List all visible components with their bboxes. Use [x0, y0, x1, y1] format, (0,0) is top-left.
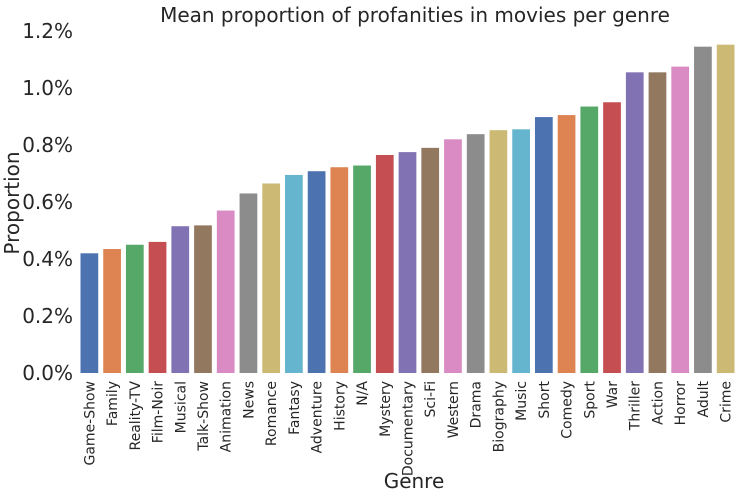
x-tick-label: Biography: [491, 381, 507, 452]
bar: [262, 183, 281, 373]
x-tick-label: Mystery: [378, 381, 394, 437]
y-tick-label: 0.2%: [22, 304, 73, 328]
bar: [353, 165, 371, 373]
y-tick-label: 0.0%: [22, 361, 73, 385]
bar: [194, 225, 212, 373]
x-tick-label: N/A: [355, 381, 371, 406]
y-tick-label: 0.4%: [22, 247, 73, 271]
bar: [603, 102, 621, 373]
x-tick-label: Crime: [719, 381, 735, 423]
x-tick-label: Horror: [673, 381, 689, 426]
y-tick-label: 1.2%: [22, 19, 73, 43]
x-tick-label: Musical: [173, 381, 189, 433]
x-tick-label: Animation: [219, 381, 235, 452]
y-axis-label: Proportion: [0, 151, 24, 254]
bar: [716, 44, 735, 374]
y-tick-label: 0.6%: [22, 190, 73, 214]
x-tick-label: Action: [650, 381, 666, 425]
y-tick-label: 0.8%: [22, 133, 73, 157]
x-tick-label: Romance: [264, 381, 280, 446]
bar: [171, 226, 190, 373]
x-axis-ticks: Game-Show Family Reality-TV Film-Noir Musica…: [82, 380, 734, 476]
bar: [125, 244, 144, 373]
bar: [307, 171, 326, 373]
x-tick-label: Adult: [696, 381, 712, 418]
x-tick-label: Talk-Show: [196, 381, 212, 452]
bar: [466, 134, 485, 373]
x-tick-label: Family: [105, 381, 121, 426]
bar: [80, 253, 99, 373]
x-tick-label: Comedy: [560, 381, 576, 439]
x-tick-label: News: [241, 381, 257, 419]
bar: [694, 46, 712, 374]
bars: [80, 44, 735, 374]
bar: [398, 152, 417, 373]
bar: [444, 139, 462, 373]
x-tick-label: Reality-TV: [128, 381, 144, 451]
x-tick-label: Short: [537, 380, 553, 418]
bar: [148, 241, 167, 373]
bar: [671, 66, 690, 373]
bar: [648, 72, 667, 373]
bar: [216, 210, 235, 373]
bar: [489, 130, 508, 373]
bar: [512, 129, 530, 373]
x-tick-label: Film-Noir: [151, 381, 167, 443]
x-tick-label: History: [332, 381, 348, 431]
bar: [103, 249, 121, 373]
x-tick-label: Sci-Fi: [423, 381, 439, 417]
y-axis-ticks: 0.0% 0.2% 0.4% 0.6% 0.8% 1.0% 1.2%: [22, 19, 73, 385]
bar: [330, 167, 349, 373]
bar: [285, 174, 303, 373]
x-axis-label: Genre: [384, 469, 445, 493]
bar: [375, 154, 394, 373]
x-tick-label: Game-Show: [82, 381, 98, 466]
y-tick-label: 1.0%: [22, 76, 73, 100]
x-tick-label: Fantasy: [287, 381, 303, 435]
x-tick-label: Thriller: [628, 381, 644, 431]
x-tick-label: War: [605, 381, 621, 409]
x-tick-label: Music: [514, 381, 530, 421]
chart-title: Mean proportion of profanities in movies…: [160, 3, 670, 27]
x-tick-label: Western: [446, 381, 462, 438]
bar: [580, 106, 599, 374]
bar: [625, 72, 644, 373]
bar: [557, 115, 576, 373]
bar: [421, 147, 440, 373]
x-tick-label: Sport: [582, 380, 598, 418]
x-tick-label: Drama: [469, 381, 485, 428]
x-tick-label: Documentary: [401, 381, 417, 476]
bar: [534, 117, 553, 373]
x-tick-label: Adventure: [310, 381, 326, 453]
bar: [239, 193, 258, 373]
